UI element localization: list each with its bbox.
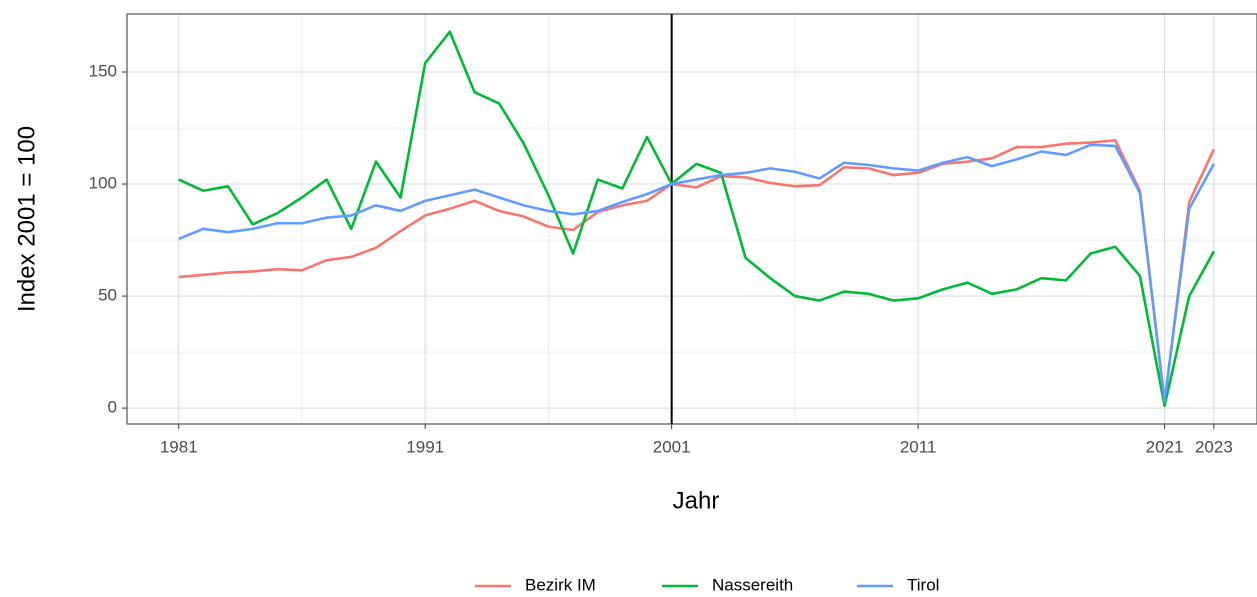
line: [178, 139, 1216, 405]
legend-label: Nassereith: [712, 575, 793, 594]
legend-label: Tirol: [907, 575, 939, 594]
y-tick-label: 0: [108, 398, 117, 417]
y-tick-label: 150: [89, 62, 117, 81]
x-tick-label: 2011: [900, 437, 937, 456]
x-axis-title: Jahr: [673, 487, 720, 514]
x-tick-label: 2001: [653, 437, 691, 456]
x-tick-label: 2021: [1146, 437, 1184, 456]
legend-label: Bezirk IM: [525, 575, 596, 594]
y-tick-label: 50: [98, 286, 117, 305]
x-tick-label: 1991: [406, 437, 444, 456]
y-axis-title: Index 2001 = 100: [13, 126, 40, 312]
line: [178, 30, 1216, 408]
panel-border: [126, 13, 1257, 425]
y-tick-label: 100: [89, 174, 117, 193]
x-tick-label: 1981: [160, 437, 198, 456]
x-tick-label: 2023: [1195, 437, 1233, 456]
line: [178, 143, 1216, 403]
